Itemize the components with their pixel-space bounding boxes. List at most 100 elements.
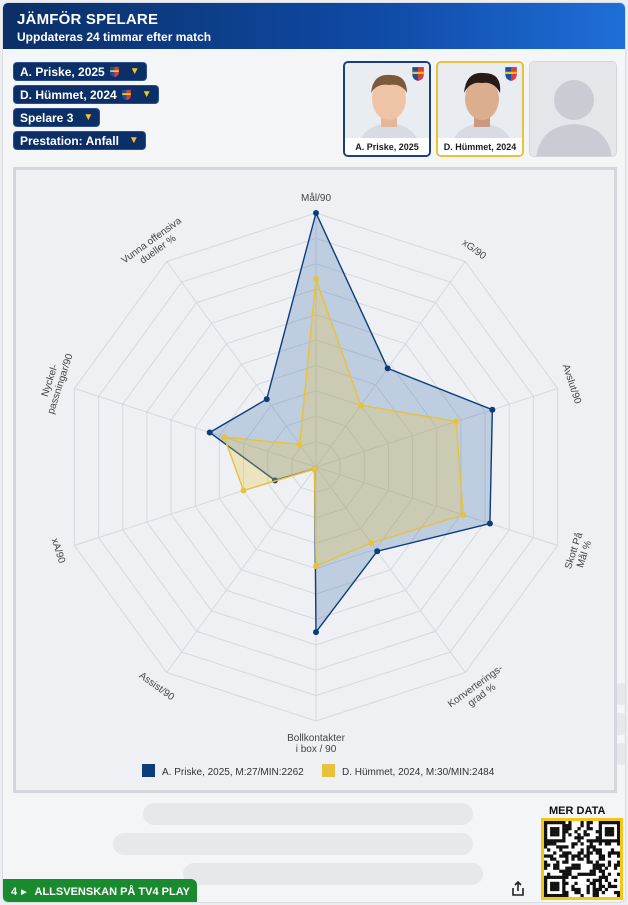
qr-module [553, 857, 557, 861]
qr-module [601, 854, 605, 858]
player-card-priske[interactable]: A. Priske, 2025 [343, 61, 431, 157]
qr-module [610, 848, 615, 852]
qr-module [547, 893, 551, 898]
qr-module [586, 860, 590, 864]
qr-module [568, 872, 572, 876]
qr-module [613, 821, 618, 825]
player-card-empty[interactable] [529, 61, 617, 157]
qr-module [556, 866, 560, 870]
qr-module [613, 866, 618, 870]
qr-module [550, 854, 554, 858]
qr-module [610, 821, 615, 825]
qr-module [565, 866, 569, 870]
player-2-selector[interactable]: D. Hümmet, 2024 ▼ [13, 85, 159, 104]
player-photo [345, 63, 429, 143]
qr-module [595, 839, 599, 843]
axis-label: Mål/90 [301, 192, 331, 204]
qr-module [604, 878, 609, 882]
data-point [313, 276, 319, 283]
qr-module [574, 875, 578, 879]
qr-module [598, 842, 602, 846]
qr-module [607, 860, 612, 864]
qr-module [544, 866, 548, 870]
qr-module [568, 833, 572, 837]
qr-module [598, 848, 602, 852]
qr-module [607, 854, 612, 858]
qr-module [601, 884, 605, 889]
qr-module [592, 848, 596, 852]
qr-module [553, 884, 557, 889]
qr-module [598, 884, 602, 889]
qr-module [586, 845, 590, 849]
qr-module [589, 860, 593, 864]
qr-module [568, 821, 572, 825]
play-icon: ▶ [21, 888, 27, 896]
qr-module [583, 830, 587, 834]
qr-module [595, 863, 599, 867]
qr-module [553, 830, 557, 834]
qr-module [586, 851, 590, 855]
legend-swatch [322, 764, 335, 777]
qr-module [580, 836, 584, 840]
qr-module [580, 893, 584, 898]
player-1-selector-label: A. Priske, 2025 [20, 64, 105, 79]
qr-module [607, 863, 612, 867]
qr-module [544, 878, 548, 882]
qr-module [565, 872, 569, 876]
qr-module [616, 842, 621, 846]
player-1-selector[interactable]: A. Priske, 2025 ▼ [13, 62, 147, 81]
chevron-down-icon: ▼ [141, 89, 152, 100]
qr-module [577, 836, 581, 840]
qr-module [577, 833, 581, 837]
grid-spoke [315, 261, 466, 468]
qr-module [580, 842, 584, 846]
page-subtitle: Uppdateras 24 timmar efter match [17, 30, 212, 44]
qr-module [601, 839, 605, 843]
qr-module [592, 893, 596, 898]
grid-spoke [166, 466, 317, 673]
player-3-selector[interactable]: Spelare 3 ▼ [13, 108, 101, 127]
qr-module [616, 872, 621, 876]
qr-module [598, 833, 602, 837]
chevron-down-icon: ▼ [83, 112, 94, 123]
qr-module [571, 854, 575, 858]
qr-module [592, 863, 596, 867]
qr-module [568, 866, 572, 870]
qr-module [583, 833, 587, 837]
qr-module [607, 881, 612, 886]
qr-module [616, 824, 621, 828]
qr-module [613, 863, 618, 867]
qr-module [559, 848, 563, 852]
qr-module [574, 842, 578, 846]
qr-module [544, 875, 548, 879]
qr-module [544, 890, 548, 895]
tv4-play-banner[interactable]: 4 ▶ ALLSVENSKAN PÅ TV4 PLAY [3, 879, 197, 902]
qr-module [580, 824, 584, 828]
qr-module [550, 857, 554, 861]
performance-selector[interactable]: Prestation: Anfall ▼ [13, 131, 146, 150]
data-point [357, 402, 364, 409]
qr-module [565, 845, 569, 849]
grid-spoke [315, 466, 558, 546]
qr-module [550, 875, 554, 879]
qr-module [574, 887, 578, 892]
qr-module [565, 893, 569, 898]
qr-code[interactable] [541, 818, 623, 900]
axis-label: Vunna offensivadueller % [120, 215, 191, 275]
radar-chart: Mål/90 xG/90 Avslut/90 Skott PåMål % Konvert… [35, 192, 594, 778]
qr-module [559, 875, 563, 879]
qr-module [565, 827, 569, 831]
player-card-hummet[interactable]: D. Hümmet, 2024 [436, 61, 524, 157]
share-icon[interactable] [509, 880, 527, 898]
qr-module [589, 842, 593, 846]
qr-module [562, 881, 566, 886]
qr-module [559, 869, 563, 873]
grid-spoke [74, 388, 317, 468]
qr-module [598, 854, 602, 858]
qr-module [613, 884, 618, 889]
qr-module [607, 884, 612, 889]
qr-module [556, 887, 560, 892]
axis-label: Nyckel-passningar/90 [35, 349, 75, 416]
qr-module [550, 839, 554, 843]
qr-module [607, 833, 612, 837]
